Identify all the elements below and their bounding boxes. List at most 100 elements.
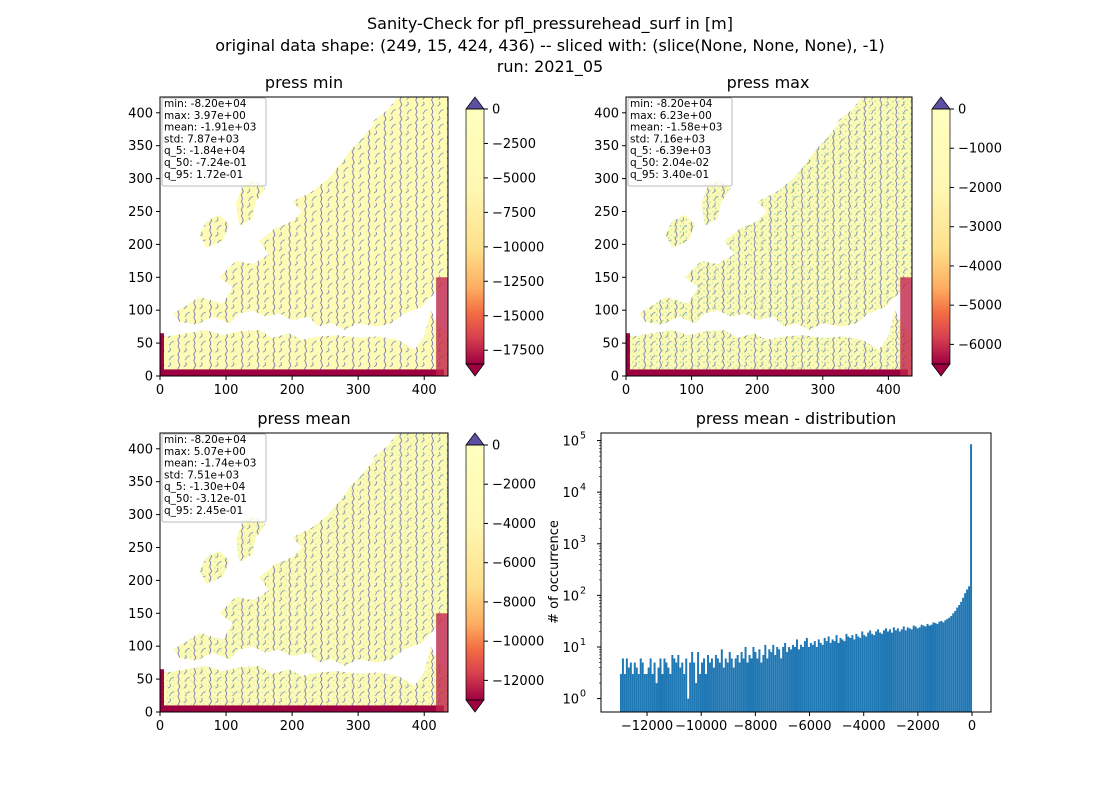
colorbar-extend-max xyxy=(465,432,485,446)
colorbar-tick-label: 0 xyxy=(492,103,500,118)
x-tick-label: 400 xyxy=(412,383,437,398)
histogram-bar xyxy=(778,649,781,712)
histogram-bar xyxy=(720,649,723,712)
histogram-bar xyxy=(746,662,749,712)
histogram-bar xyxy=(677,654,680,712)
stats-line: q_5: -6.39e+03 xyxy=(630,145,711,157)
histogram-bar xyxy=(754,651,757,712)
histogram-bar xyxy=(732,667,735,712)
histogram-bar xyxy=(855,633,858,712)
land-mass xyxy=(160,97,448,376)
y-tick-label: 200 xyxy=(128,574,153,589)
colorbar-tick-label: −12000 xyxy=(492,674,544,689)
x-axis: −12000 −10000 −8000 −6000 −4000 −2000 0 xyxy=(621,712,976,734)
wet-cells xyxy=(888,198,912,228)
stats-line: q_50: -3.12e-01 xyxy=(164,493,247,505)
histogram-bar xyxy=(896,628,899,712)
y-tick-label: 0 xyxy=(145,370,153,385)
histogram-bar xyxy=(766,658,769,712)
histogram-bar xyxy=(815,646,818,712)
histogram-bar xyxy=(742,658,745,712)
histogram-bar xyxy=(831,639,834,712)
y-tick-label: 250 xyxy=(128,205,153,220)
histogram-bar xyxy=(623,673,626,712)
histogram-bar xyxy=(695,683,698,712)
histogram-bar xyxy=(655,683,658,712)
histogram-bar xyxy=(968,586,971,712)
histogram-bar xyxy=(748,654,751,712)
y-tick-exponent: 2 xyxy=(580,585,586,596)
x-tick-label: 0 xyxy=(156,383,164,398)
colorbar: 0 −1000 −2000 −3000 −4000 −5000 −6000 xyxy=(931,96,1002,377)
histogram-bar xyxy=(837,642,840,712)
stats-line: std: 7.16e+03 xyxy=(630,133,705,145)
y-tick-exponent: 3 xyxy=(580,534,586,545)
stats-line: mean: -1.91e+03 xyxy=(164,122,256,134)
wet-cells xyxy=(835,97,912,130)
histogram-bar xyxy=(706,654,709,712)
colorbar-tick-label: 0 xyxy=(492,439,500,454)
x-tick-label: −6000 xyxy=(788,719,832,734)
histogram-bar xyxy=(877,629,880,712)
histogram-bar xyxy=(865,636,868,712)
histogram-bar xyxy=(703,658,706,712)
y-tick-label: 10 xyxy=(562,693,579,708)
colorbar-extend-min xyxy=(931,363,951,377)
histogram-bar xyxy=(902,626,905,712)
histogram-bar xyxy=(886,631,889,712)
colorbar-tick-label: −6000 xyxy=(958,338,1002,353)
histogram-bar xyxy=(890,632,893,712)
histogram-bar xyxy=(829,642,832,712)
y-tick-label: 100 xyxy=(128,304,153,319)
histogram-bar xyxy=(728,651,731,712)
y-axis-label: # of occurrence xyxy=(547,520,562,624)
stats-box-frame xyxy=(161,433,267,523)
stats-line: min: -8.20e+04 xyxy=(630,98,713,110)
dry-edge-east xyxy=(900,277,912,376)
y-tick-label: 50 xyxy=(136,673,153,688)
stats-line: q_95: 2.45e-01 xyxy=(164,505,243,517)
histogram-bar xyxy=(964,593,967,712)
histogram-bar xyxy=(631,673,634,712)
histogram-bar xyxy=(673,658,676,712)
colorbar-tick-label: −8000 xyxy=(492,595,536,610)
dry-edge-east xyxy=(436,277,448,376)
plot-frame xyxy=(625,96,913,377)
histogram-bar xyxy=(966,589,969,712)
histogram-bar xyxy=(762,654,765,712)
histogram-bar xyxy=(635,667,638,712)
histogram-bars xyxy=(619,444,973,712)
stats-box-frame xyxy=(627,97,733,187)
y-axis: 0 50 100 150 200 250 300 350 400 xyxy=(128,442,160,721)
colorbar-tick-label: −2500 xyxy=(492,137,536,152)
histogram-bar xyxy=(722,667,725,712)
x-tick-label: −4000 xyxy=(842,719,886,734)
x-tick-label: 400 xyxy=(412,719,437,734)
y-tick-label: 250 xyxy=(128,541,153,556)
x-tick-label: 100 xyxy=(214,719,239,734)
histogram-bar xyxy=(819,642,822,712)
histogram-bar xyxy=(687,698,690,712)
y-tick-label: 300 xyxy=(128,508,153,523)
histogram-bar xyxy=(960,601,963,712)
y-tick-label: 10 xyxy=(562,486,579,501)
histogram-bar xyxy=(641,662,644,712)
histogram-bar xyxy=(776,646,779,712)
histogram-bar xyxy=(643,673,646,712)
y-tick-exponent: 5 xyxy=(580,431,586,442)
histogram-bar xyxy=(756,658,759,712)
histogram-bar xyxy=(859,637,862,712)
histogram-bar xyxy=(833,641,836,712)
histogram-bar xyxy=(685,658,688,712)
river-network xyxy=(391,260,412,278)
x-tick-label: 300 xyxy=(810,383,835,398)
histogram-bar xyxy=(894,630,897,712)
y-tick-label: 0 xyxy=(611,370,619,385)
histogram-bar xyxy=(904,630,907,712)
stats-line: std: 7.51e+03 xyxy=(164,469,239,481)
map-press-max xyxy=(626,97,912,376)
land-mass xyxy=(160,433,448,712)
